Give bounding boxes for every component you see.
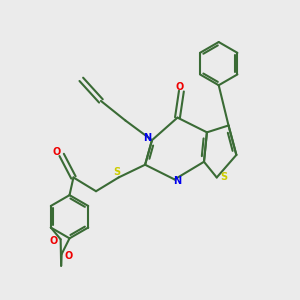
Text: O: O: [175, 82, 184, 92]
Text: N: N: [173, 176, 181, 186]
Text: S: S: [220, 172, 227, 182]
Text: N: N: [143, 133, 151, 143]
Text: O: O: [64, 251, 73, 261]
Text: O: O: [50, 236, 58, 246]
Text: S: S: [113, 167, 120, 177]
Text: O: O: [52, 147, 61, 157]
